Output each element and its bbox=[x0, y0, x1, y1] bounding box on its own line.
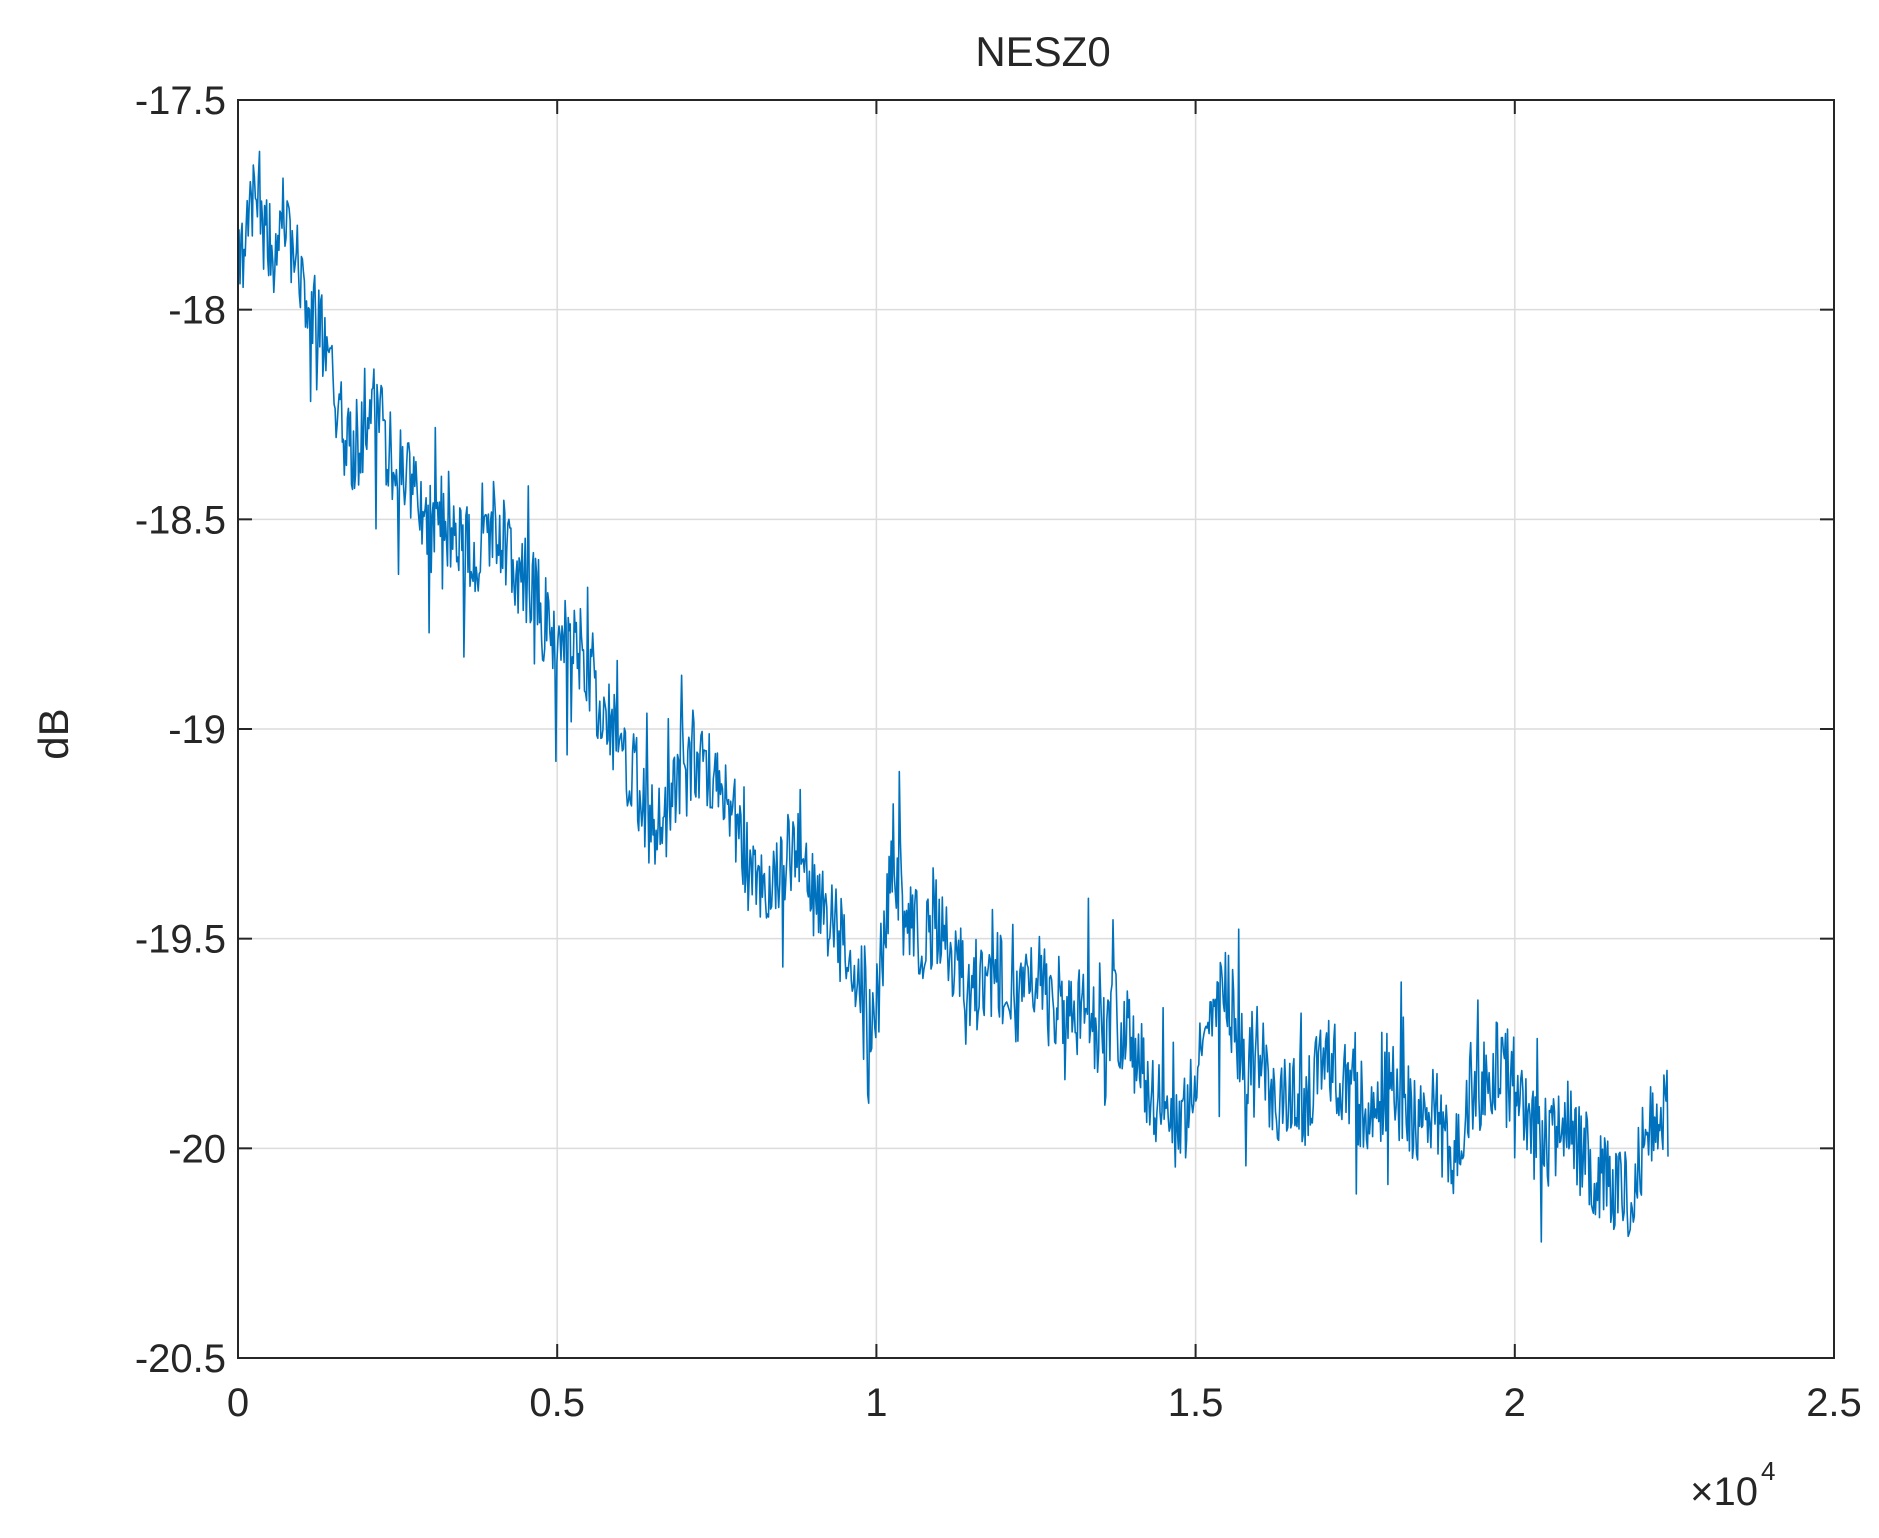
x-multiplier-exponent: 4 bbox=[1761, 1456, 1775, 1486]
series-layer bbox=[237, 150, 1669, 1243]
x-tick-label: 1.5 bbox=[1168, 1381, 1224, 1425]
series-line bbox=[237, 150, 1669, 1243]
y-tick-label: -19 bbox=[168, 708, 226, 752]
y-axis-label: dB bbox=[30, 708, 77, 759]
x-tick-label: 2.5 bbox=[1806, 1381, 1862, 1425]
x-tick-label: 2 bbox=[1504, 1381, 1526, 1425]
ticks: 0 0.5 1 1.5 2 2.5 -20.5 -20 -19.5 -19 -18.5 -18 -17.… bbox=[135, 79, 1862, 1425]
x-tick-label: 1 bbox=[865, 1381, 887, 1425]
y-tick-label: -17.5 bbox=[135, 79, 226, 123]
x-tick-label: 0 bbox=[227, 1381, 249, 1425]
y-tick-label: -18 bbox=[168, 289, 226, 333]
chart-title: NESZ0 bbox=[975, 28, 1110, 75]
y-tick-label: -20.5 bbox=[135, 1337, 226, 1381]
y-tick-label: -20 bbox=[168, 1127, 226, 1171]
x-multiplier-base: ×10 bbox=[1690, 1470, 1758, 1514]
x-axis-multiplier: ×10 4 bbox=[1690, 1456, 1775, 1514]
y-tick-label: -18.5 bbox=[135, 498, 226, 542]
y-tick-label: -19.5 bbox=[135, 918, 226, 962]
x-tick-label: 0.5 bbox=[529, 1381, 585, 1425]
